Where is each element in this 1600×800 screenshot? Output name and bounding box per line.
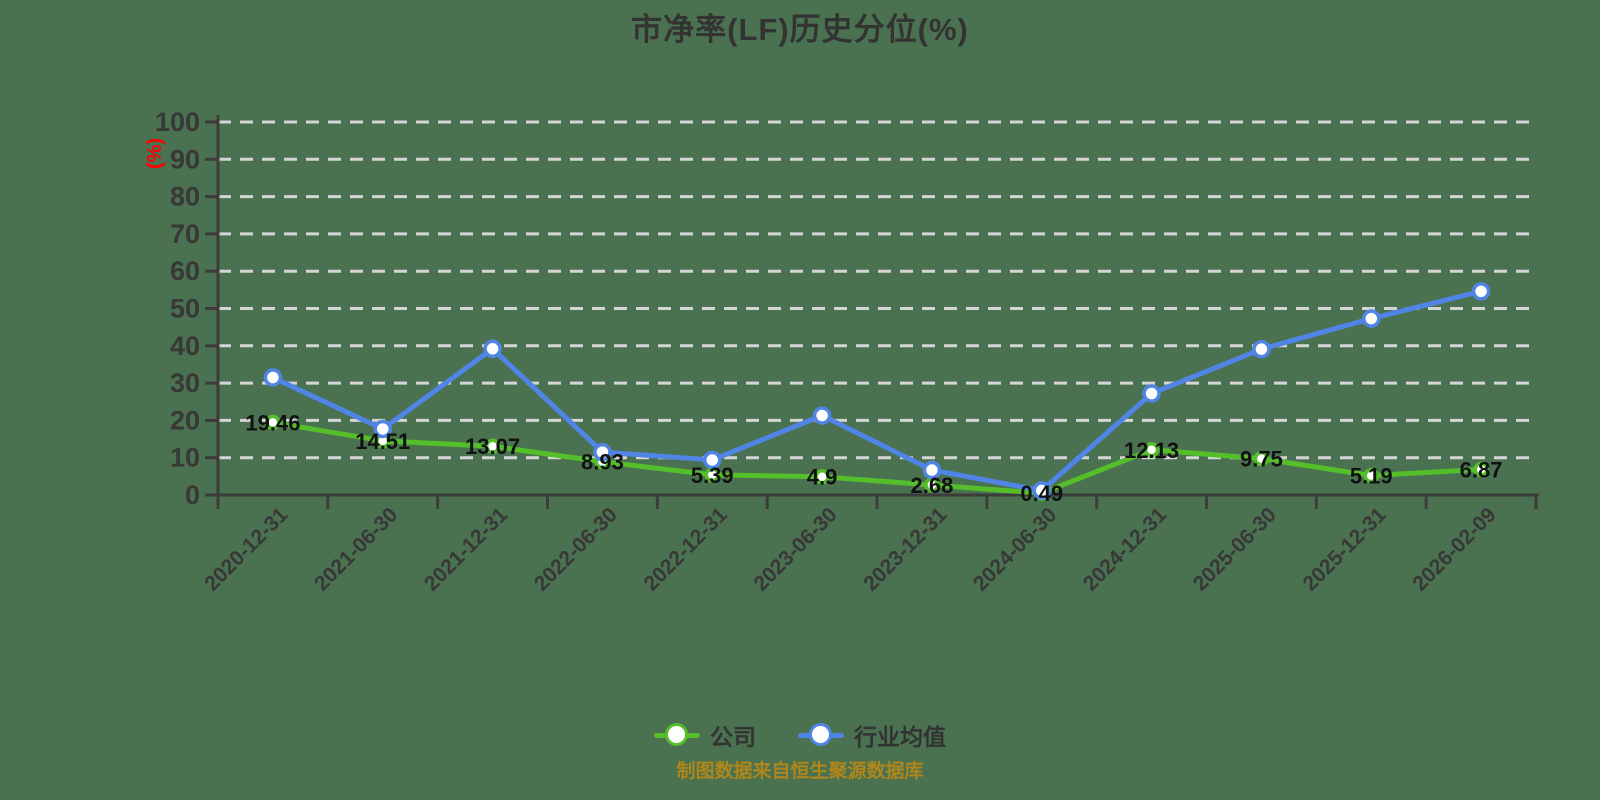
data-point-marker (593, 442, 612, 462)
data-source-caption: 制图数据来自恒生聚源数据库 (676, 761, 924, 782)
y-tick-label: 50 (170, 294, 200, 324)
legend-label-industry: 行业均值 (854, 724, 946, 750)
value-labels: 19.46 14.51 13.07 8.93 5.39 4.9 2.68 0.49 12.13 9… (245, 410, 1502, 506)
data-point-marker (484, 438, 501, 454)
data-point-marker (1473, 461, 1489, 478)
y-tick-label: 90 (170, 144, 200, 174)
value-label: 2.68 (911, 473, 954, 498)
y-tick-label: 10 (170, 443, 200, 473)
company-legend-marker-icon (654, 722, 700, 748)
x-axis-ticks (216, 495, 1538, 509)
data-point-marker (922, 460, 942, 480)
data-point-marker (1032, 481, 1051, 500)
x-tick-label: 2024-06-30 (969, 503, 1061, 595)
x-tick-label: 2022-12-31 (640, 503, 732, 595)
data-point-marker (483, 339, 502, 359)
value-label: 14.51 (355, 429, 410, 454)
data-point-marker (263, 368, 283, 387)
x-tick-label: 2021-06-30 (310, 503, 402, 595)
data-point-marker (1142, 384, 1161, 403)
x-axis-labels: 2020-12-31 2021-06-30 2021-12-31 2022-06-30… (200, 503, 1500, 595)
chart-title: 市净率(LF)历史分位(%) (631, 12, 969, 47)
industry-legend-marker-icon (798, 722, 844, 748)
y-tick-label: 70 (170, 219, 200, 249)
y-tick-label: 30 (170, 368, 200, 398)
line-chart: 0 10 20 30 40 50 60 70 80 90 100 2020-12-31 2021-06-… (155, 107, 1539, 595)
data-point-marker (1253, 450, 1270, 467)
data-point-marker (373, 419, 392, 439)
value-label: 5.19 (1350, 464, 1393, 489)
y-tick-label: 40 (170, 331, 200, 361)
value-label: 12.13 (1124, 438, 1179, 463)
data-point-marker (1362, 309, 1381, 328)
x-tick-label: 2023-12-31 (859, 503, 951, 595)
x-tick-label: 2023-06-30 (749, 503, 841, 595)
value-label: 19.46 (245, 410, 300, 435)
x-tick-label: 2026-02-09 (1408, 503, 1500, 595)
data-point-marker (1471, 282, 1491, 301)
data-point-marker (1252, 339, 1271, 359)
x-tick-label: 2024-12-31 (1079, 503, 1171, 595)
y-tick-label: 60 (170, 256, 200, 286)
x-tick-label: 2020-12-31 (200, 503, 292, 595)
legend-label-company: 公司 (710, 724, 756, 750)
legend-item-industry[interactable]: 行业均值 (798, 718, 946, 752)
value-label: 13.07 (465, 434, 520, 459)
y-tick-label: 0 (185, 480, 200, 510)
x-tick-label: 2022-06-30 (530, 503, 622, 595)
legend-dot (809, 723, 832, 746)
data-point-marker (703, 450, 722, 470)
value-label: 4.9 (807, 465, 838, 490)
data-point-marker (812, 406, 832, 425)
x-tick-label: 2025-06-30 (1189, 503, 1281, 595)
legend-dot (665, 723, 688, 746)
data-point-marker (265, 414, 281, 431)
value-label: 8.93 (581, 450, 624, 475)
y-tick-label: 100 (155, 107, 200, 137)
value-label: 9.75 (1240, 447, 1283, 472)
data-point-marker (1363, 467, 1379, 484)
data-point-marker (1143, 442, 1160, 458)
x-tick-label: 2021-12-31 (420, 503, 512, 595)
legend-item-company[interactable]: 公司 (654, 718, 756, 752)
value-label: 6.87 (1460, 457, 1503, 482)
legend: 公司 行业均值 (0, 718, 1600, 752)
y-tick-label: 80 (170, 182, 200, 212)
value-label: 0.49 (1020, 481, 1063, 506)
value-label: 5.39 (691, 463, 734, 488)
series-industry (263, 282, 1491, 500)
y-axis-ticks: 0 10 20 30 40 50 60 70 80 90 100 (155, 107, 218, 510)
data-point-marker (814, 468, 830, 485)
y-tick-label: 20 (170, 405, 200, 435)
x-tick-label: 2025-12-31 (1299, 503, 1391, 595)
